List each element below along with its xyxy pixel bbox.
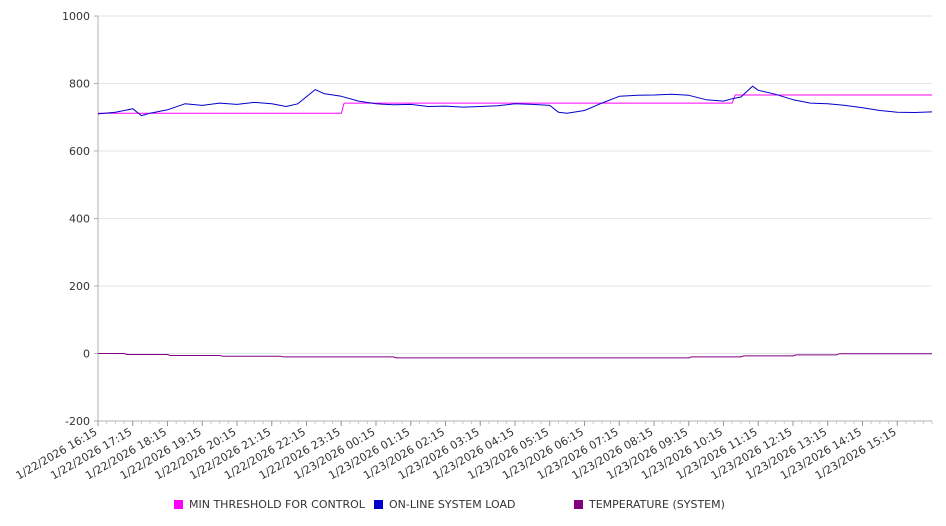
series-line-2: [97, 85, 933, 117]
series-line-3: [98, 353, 932, 359]
y-tick-label: 1000: [62, 10, 90, 23]
legend-swatch-temperature: [574, 500, 583, 509]
x-axis: 1/22/2026 16:151/22/2026 17:151/22/2026 …: [14, 420, 933, 482]
legend-item-system-load[interactable]: ON-LINE SYSTEM LOAD: [374, 498, 515, 511]
y-tick-label: 800: [69, 78, 90, 91]
legend-label: MIN THRESHOLD FOR CONTROL: [189, 498, 365, 511]
series-line-1: [98, 94, 932, 114]
legend-swatch-min-threshold: [174, 500, 183, 509]
legend-label: TEMPERATURE (SYSTEM): [589, 498, 725, 511]
legend-swatch-system-load: [374, 500, 383, 509]
y-tick-label: -200: [65, 415, 90, 428]
grid-lines: [98, 15, 932, 422]
legend-item-min-threshold[interactable]: MIN THRESHOLD FOR CONTROL: [174, 498, 365, 511]
legend-item-temperature[interactable]: TEMPERATURE (SYSTEM): [574, 498, 725, 511]
y-tick-label: 600: [69, 145, 90, 158]
series-lines: [97, 85, 933, 359]
y-tick-label: 400: [69, 213, 90, 226]
y-axis: 1000 800 600 400 200 0 -200: [62, 10, 99, 428]
y-tick-label: 200: [69, 280, 90, 293]
y-tick-label: 0: [83, 348, 90, 361]
legend-label: ON-LINE SYSTEM LOAD: [389, 498, 516, 511]
